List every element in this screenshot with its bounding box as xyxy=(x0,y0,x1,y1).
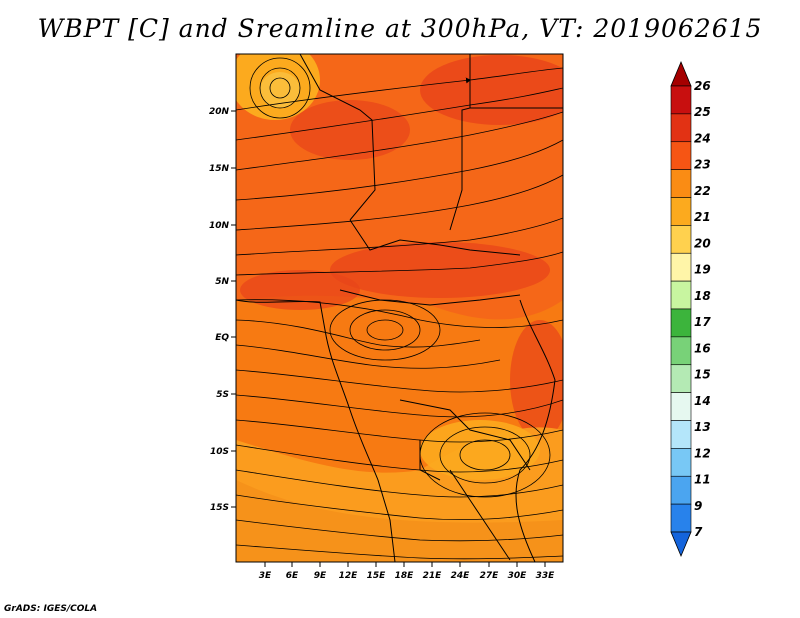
lon-label: 15E xyxy=(367,571,387,581)
lon-label: 27E xyxy=(480,571,500,581)
map-frame xyxy=(235,53,564,563)
colorbar-cell xyxy=(670,420,692,449)
lon-label: 12E xyxy=(339,571,359,581)
colorbar-label: 12 xyxy=(694,446,711,460)
colorbar-cell xyxy=(670,141,692,170)
colorbar-label: 13 xyxy=(694,420,711,434)
colorbar-cell xyxy=(670,364,692,393)
colorbar-top-arrow xyxy=(670,60,692,87)
colorbar-label: 24 xyxy=(694,131,711,145)
colorbar-labels: 26 25 24 23 22 21 20 19 18 17 16 15 14 13 12 11 9 7 xyxy=(694,79,711,539)
colorbar-cell xyxy=(670,252,692,282)
colorbar-label: 15 xyxy=(694,368,711,382)
lon-label: 6E xyxy=(286,571,299,581)
colorbar xyxy=(670,60,692,558)
colorbar-cell xyxy=(670,225,692,254)
lat-label: 15N xyxy=(209,164,230,174)
colorbar-label: 23 xyxy=(694,158,711,172)
lon-label: 21E xyxy=(423,571,443,581)
colorbar-label: 14 xyxy=(694,394,711,408)
lat-label: EQ xyxy=(215,333,229,343)
colorbar-label: 21 xyxy=(694,210,711,224)
wbpt-field xyxy=(236,54,563,562)
colorbar-cell xyxy=(670,448,692,477)
colorbar-cell xyxy=(670,197,692,226)
colorbar-label: 22 xyxy=(694,184,711,198)
credit-text: GrADS: IGES/COLA xyxy=(4,604,98,614)
latitude-axis: 20N 15N 10N 5N EQ 5S 10S 15S xyxy=(209,107,236,513)
colorbar-bottom-arrow xyxy=(670,531,692,558)
colorbar-cell xyxy=(670,503,692,533)
colorbar-cell xyxy=(670,475,692,505)
colorbar-label: 26 xyxy=(694,79,711,93)
country-borders xyxy=(236,54,563,562)
colorbar-label: 9 xyxy=(694,499,702,513)
lon-label: 3E xyxy=(259,571,272,581)
colorbar-label: 19 xyxy=(694,263,711,277)
lon-label: 9E xyxy=(314,571,327,581)
lon-label: 18E xyxy=(395,571,415,581)
colorbar-cell xyxy=(670,113,692,143)
lon-label: 33E xyxy=(536,571,556,581)
colorbar-cell xyxy=(670,336,692,366)
colorbar-cell xyxy=(670,280,692,310)
colorbar-label: 16 xyxy=(694,341,711,355)
longitude-axis: 3E 6E 9E 12E 15E 18E 21E 24E 27E 30E 33E xyxy=(259,562,555,581)
colorbar-label: 25 xyxy=(694,105,711,119)
lon-label: 24E xyxy=(451,571,471,581)
colorbar-label: 20 xyxy=(694,236,711,250)
lat-label: 5S xyxy=(216,390,229,400)
lat-label: 10S xyxy=(210,447,229,457)
lat-label: 15S xyxy=(210,503,229,513)
colorbar-label: 7 xyxy=(694,525,703,539)
colorbar-label: 18 xyxy=(694,289,711,303)
map-title: WBPT [C] and Sreamline at 300hPa, VT: 20… xyxy=(37,14,763,43)
lon-label: 30E xyxy=(508,571,528,581)
colorbar-cell xyxy=(670,392,692,421)
colorbar-cell xyxy=(670,169,692,198)
lat-label: 20N xyxy=(209,107,230,117)
colorbar-cell xyxy=(670,85,692,115)
lat-label: 10N xyxy=(209,221,230,231)
colorbar-cell xyxy=(670,308,692,338)
colorbar-label: 17 xyxy=(694,315,711,329)
streamlines xyxy=(236,57,563,560)
colorbar-label: 11 xyxy=(694,473,711,487)
lat-label: 5N xyxy=(215,277,229,287)
